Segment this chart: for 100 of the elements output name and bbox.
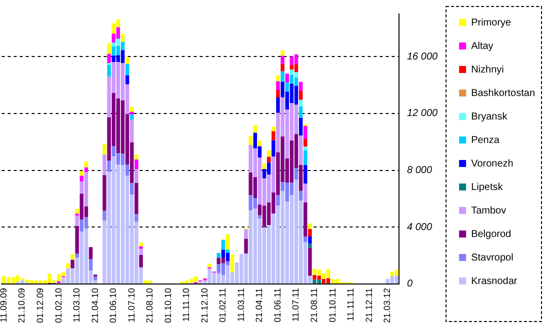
- bar: [84, 161, 88, 168]
- x-tick-label: 11.03.10: [72, 288, 82, 322]
- bar: [130, 106, 134, 112]
- bar: [272, 140, 276, 157]
- bar: [216, 252, 220, 258]
- bar: [304, 146, 308, 150]
- x-tick-label: 21.04.10: [90, 288, 100, 324]
- bar: [280, 50, 284, 56]
- x-tick-label: 01.02.10: [53, 288, 64, 324]
- bar: [304, 184, 308, 202]
- bar: [134, 182, 138, 214]
- x-tick-label: 11.07.11: [290, 288, 301, 322]
- bar: [70, 254, 74, 260]
- bar: [253, 124, 258, 133]
- x-tick-label: 21.03.12: [382, 288, 392, 324]
- bar: [130, 120, 134, 142]
- bar: [298, 136, 303, 165]
- bar: [304, 202, 308, 237]
- bar: [125, 75, 130, 84]
- bar: [66, 263, 70, 268]
- bar: [294, 78, 298, 86]
- x-tick-label: 21.08.10: [144, 288, 155, 324]
- legend-label: Belgorod: [471, 228, 512, 240]
- bar: [394, 270, 399, 276]
- bar: [244, 229, 248, 239]
- bar: [244, 238, 248, 254]
- bar: [84, 217, 88, 229]
- x-tick-label: 11.11.11: [346, 288, 356, 321]
- bar: [139, 254, 143, 268]
- bar: [75, 254, 79, 258]
- bar: [208, 264, 212, 268]
- bar: [276, 98, 280, 113]
- y-tick-label: 12 000: [406, 108, 438, 120]
- bar: [290, 70, 294, 75]
- bar: [75, 208, 79, 214]
- legend-label: Lipetsk: [471, 182, 504, 193]
- bar: [304, 236, 308, 242]
- bar: [262, 206, 266, 228]
- x-tick-label: 01.10.10: [162, 288, 173, 324]
- bar: [272, 131, 276, 140]
- bar: [294, 64, 298, 72]
- x-tick-label: 01.12.09: [35, 288, 46, 324]
- bar: [276, 90, 280, 98]
- bar: [304, 150, 308, 166]
- bar: [308, 236, 312, 244]
- bar: [298, 91, 303, 100]
- legend-label: Voronezh: [471, 158, 514, 170]
- bar: [304, 165, 308, 184]
- bar: [280, 56, 284, 64]
- bar: [280, 64, 284, 72]
- bar: [294, 168, 298, 180]
- y-tick-label: 0: [406, 278, 413, 290]
- x-tick-label: 21.10.09: [16, 288, 27, 324]
- bar: [134, 154, 138, 160]
- bar: [107, 43, 111, 54]
- bar: [285, 74, 289, 82]
- bar: [326, 269, 330, 278]
- bar: [308, 228, 312, 237]
- bar: [280, 71, 284, 82]
- bar: [120, 34, 125, 42]
- bar: [20, 280, 24, 284]
- bar: [221, 240, 226, 250]
- bar: [102, 154, 106, 176]
- bar: [102, 210, 106, 221]
- legend-label: Stavropol: [471, 252, 514, 264]
- bar: [304, 139, 308, 147]
- bar: [134, 169, 138, 183]
- bar: [75, 226, 79, 254]
- bar: [134, 214, 138, 222]
- bar: [221, 250, 226, 258]
- bar: [298, 106, 303, 118]
- bar: [125, 64, 130, 76]
- bar: [262, 163, 266, 170]
- bar: [308, 223, 312, 229]
- bar: [294, 54, 298, 64]
- x-tick-label: 01.06.10: [108, 288, 118, 324]
- bar: [102, 144, 106, 155]
- x-tick-label: 11.11.10: [181, 288, 192, 322]
- bar: [84, 172, 88, 207]
- bar: [107, 54, 111, 64]
- x-tick-label: 21.04.11: [254, 288, 264, 322]
- bar: [226, 265, 230, 284]
- bar: [93, 276, 98, 280]
- bar: [139, 242, 143, 246]
- bar: [266, 162, 271, 175]
- x-tick-label: 21.12.11: [364, 288, 374, 322]
- bar: [88, 247, 93, 260]
- bar: [194, 276, 198, 282]
- bar: [298, 82, 303, 92]
- bar: [326, 278, 330, 284]
- bar: [290, 65, 294, 70]
- x-tick-label: 11.03.11: [236, 288, 246, 322]
- bar: [75, 216, 79, 226]
- bar: [276, 195, 280, 206]
- bar: [304, 126, 308, 140]
- bar: [130, 182, 134, 195]
- bar: [107, 160, 111, 172]
- bar: [226, 252, 230, 262]
- bar: [226, 234, 230, 250]
- bar: [102, 175, 106, 211]
